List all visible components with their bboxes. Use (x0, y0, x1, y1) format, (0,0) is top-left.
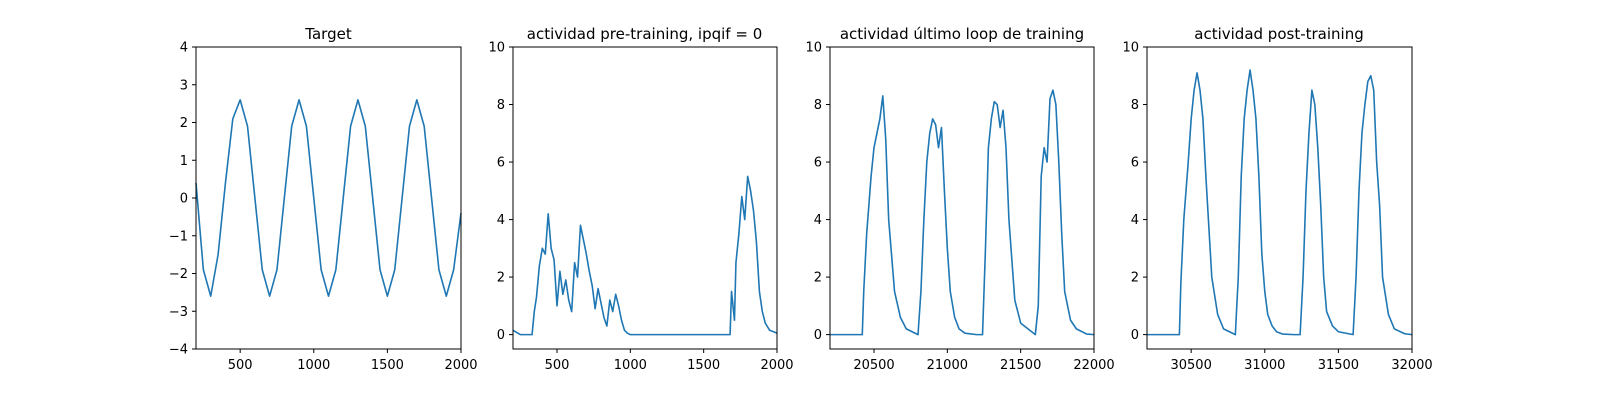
axes-frame (1146, 46, 1413, 350)
y-tick-label: 6 (497, 156, 505, 171)
y-tick-label: 3 (180, 78, 188, 93)
panel-last-training-loop: actividad último loop de training 20500 2… (805, 25, 1114, 373)
y-tick-label: 2 (1131, 271, 1139, 286)
series-line (830, 89, 1095, 336)
x-tick-label: 500 (228, 358, 253, 373)
x-tick-label: 1500 (371, 358, 404, 373)
y-tick-label: 6 (1131, 156, 1139, 171)
x-tick-label: 1000 (614, 358, 647, 373)
y-tick-label: 2 (497, 271, 505, 286)
x-tick-label: 31000 (1244, 358, 1285, 373)
axes-frame (512, 46, 778, 350)
y-tick-label: 1 (180, 154, 188, 169)
panel-post-training: actividad post-training 30500 31000 31500 3… (1122, 25, 1432, 373)
panel-target: Target 500 1000 1500 2000 −4 −3 −2 −1 0 1 2 3 4 (169, 25, 478, 373)
y-tick-label: 6 (814, 156, 822, 171)
y-tick-label: 0 (814, 328, 822, 343)
x-tick-label: 2000 (444, 358, 477, 373)
y-tick-label: 8 (814, 98, 822, 113)
x-tick-label: 21500 (1000, 358, 1041, 373)
series-line (1147, 69, 1413, 336)
panel-title: actividad último loop de training (840, 25, 1084, 43)
y-tick-label: −4 (169, 343, 188, 358)
x-tick-label: 21000 (927, 358, 968, 373)
y-tick-label: 4 (814, 213, 822, 228)
y-tick-label: 10 (488, 41, 505, 56)
y-tick-label: −1 (169, 229, 188, 244)
series-line (195, 99, 462, 297)
axes-frame (829, 46, 1095, 350)
x-tick-label: 2000 (760, 358, 793, 373)
x-tick-label: 30500 (1170, 358, 1211, 373)
y-tick-label: 8 (497, 98, 505, 113)
x-tick-label: 500 (545, 358, 570, 373)
x-tick-label: 20500 (853, 358, 894, 373)
y-tick-label: 2 (814, 271, 822, 286)
y-tick-label: 4 (180, 41, 188, 56)
x-tick-label: 32000 (1391, 358, 1432, 373)
y-tick-label: −3 (169, 305, 188, 320)
y-tick-label: 0 (497, 328, 505, 343)
panel-title: actividad post-training (1194, 25, 1363, 43)
y-tick-label: 4 (1131, 213, 1139, 228)
panel-title: Target (304, 25, 352, 43)
x-tick-label: 22000 (1073, 358, 1114, 373)
y-tick-label: 4 (497, 213, 505, 228)
y-tick-label: 8 (1131, 98, 1139, 113)
y-tick-label: 0 (1131, 328, 1139, 343)
x-tick-label: 1500 (687, 358, 720, 373)
series-line (512, 175, 778, 336)
panel-pre-training: actividad pre-training, ipqif = 0 500 100… (488, 25, 793, 373)
y-tick-label: 10 (805, 41, 822, 56)
y-tick-label: −2 (169, 267, 188, 282)
y-tick-label: 0 (180, 192, 188, 207)
x-tick-label: 31500 (1318, 358, 1359, 373)
y-tick-label: 2 (180, 116, 188, 131)
y-tick-label: 10 (1122, 41, 1139, 56)
panel-title: actividad pre-training, ipqif = 0 (527, 25, 763, 43)
x-tick-label: 1000 (297, 358, 330, 373)
